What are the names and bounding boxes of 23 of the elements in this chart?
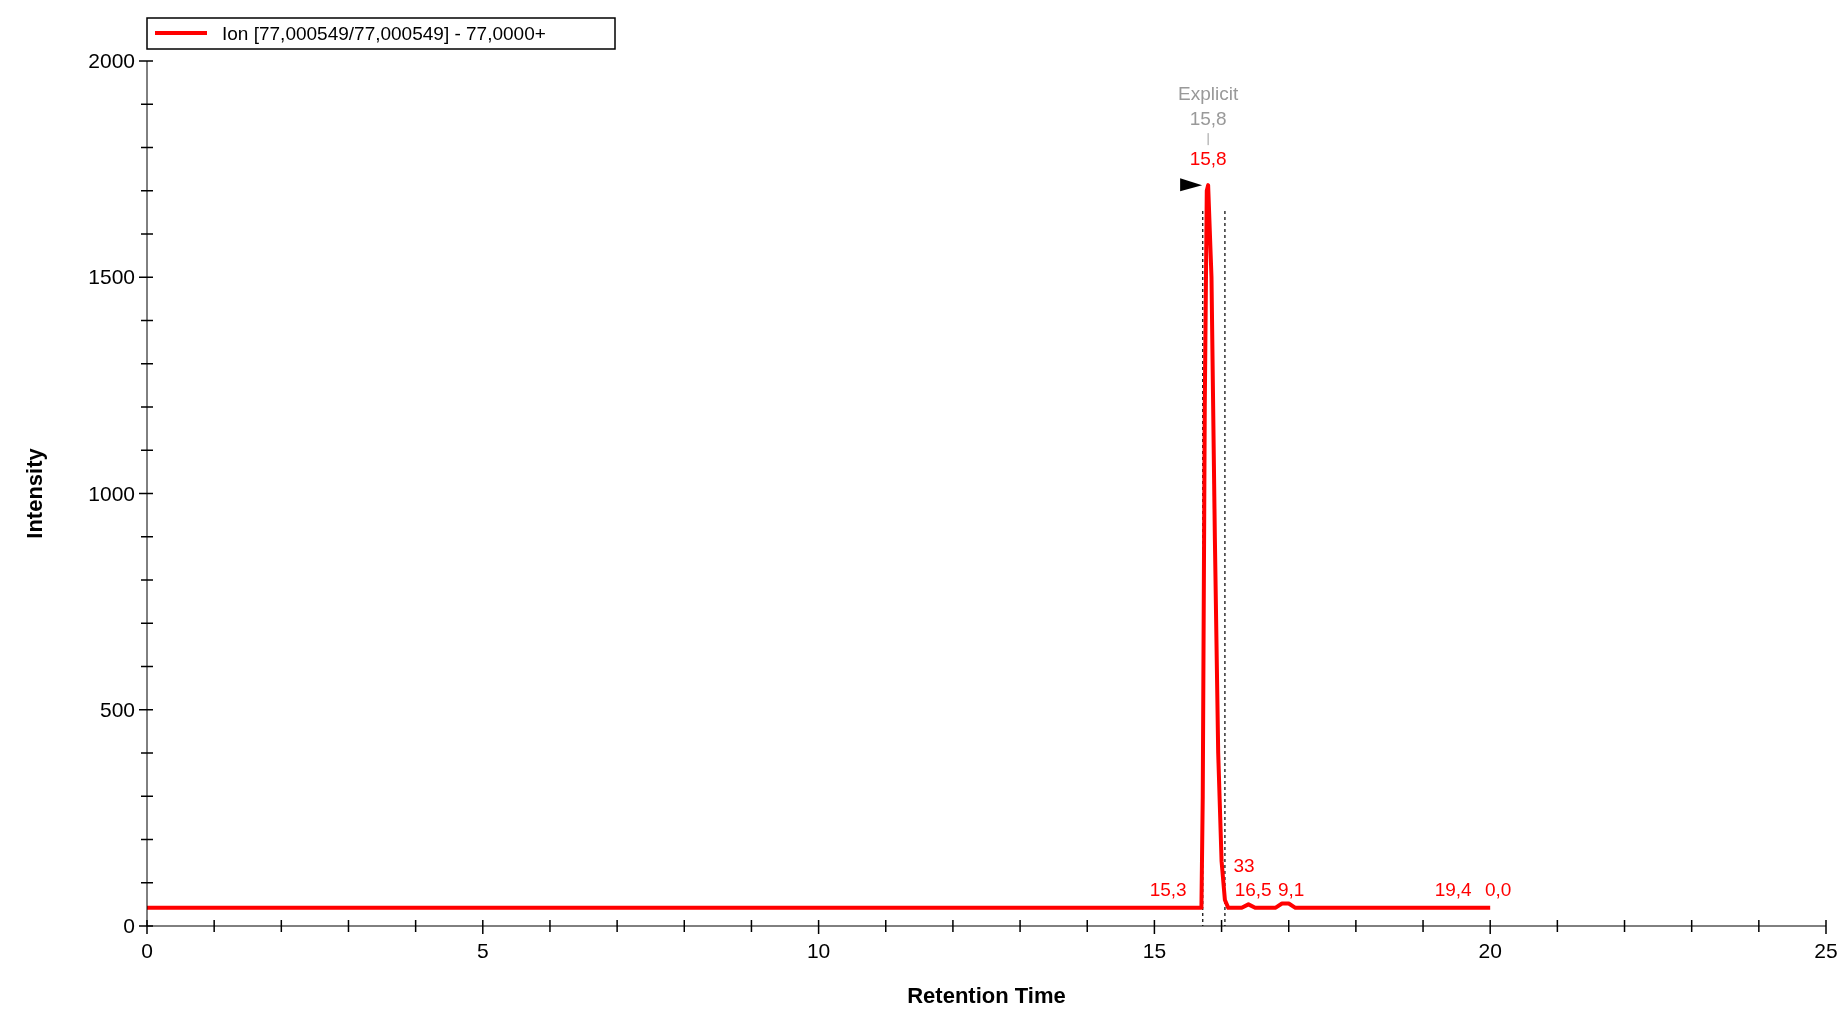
- annotation: 9,1: [1277, 878, 1305, 900]
- annotation: 0,0: [1484, 878, 1512, 900]
- annotation: 19,4: [1434, 878, 1473, 900]
- x-tick-label: 5: [476, 939, 489, 962]
- annotation: 15,3: [1149, 878, 1187, 900]
- x-axis-title: Retention Time: [907, 983, 1066, 1008]
- y-tick-label: 1500: [88, 265, 135, 289]
- annotation: 33: [1233, 854, 1255, 876]
- annotation: Explicit: [1178, 83, 1239, 105]
- x-tick-label: 25: [1814, 939, 1838, 962]
- legend-label: Ion [77,000549/77,000549] - 77,0000+: [222, 23, 546, 44]
- y-axis-title: Intensity: [22, 447, 47, 539]
- annotation: 15,8: [1189, 108, 1227, 130]
- y-tick-label: 1000: [88, 481, 135, 505]
- x-tick-label: 10: [806, 939, 831, 962]
- y-tick-label: 0: [123, 914, 135, 937]
- y-tick-label: 2000: [88, 49, 135, 72]
- x-tick-label: 20: [1478, 939, 1502, 962]
- x-tick-label: 0: [141, 939, 153, 962]
- y-tick-label: 500: [99, 697, 135, 721]
- annotation: 15,8: [1189, 148, 1227, 170]
- x-tick-label: 15: [1142, 939, 1167, 962]
- annotation: 16,5: [1234, 878, 1272, 900]
